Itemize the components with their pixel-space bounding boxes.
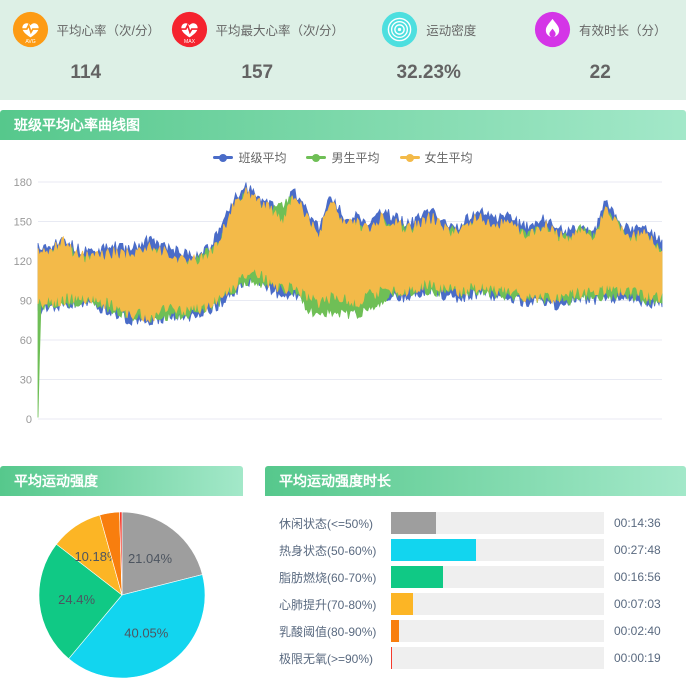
stat-card-avg-heart-rate: AVG 平均心率（次/分） 114	[0, 0, 172, 100]
intensity-duration-panel: 平均运动强度时长 休闲状态(<=50%) 00:14:36 热身状态(50-60…	[265, 466, 686, 695]
row-label: 乳酸阈值(80-90%)	[279, 624, 377, 639]
legend-item-boys-average[interactable]: 男生平均	[306, 149, 380, 166]
chart-legend: 班级平均 男生平均 女生平均	[0, 140, 686, 166]
legend-line-dot-icon	[213, 153, 234, 162]
row-label: 休闲状态(<=50%)	[279, 516, 374, 531]
stat-label: 平均最大心率（次/分）	[215, 23, 344, 38]
svg-text:120: 120	[14, 256, 32, 268]
stat-card-exercise-density: 运动密度 32.23%	[343, 0, 515, 100]
density-icon	[382, 11, 418, 47]
bar-fill	[391, 539, 477, 561]
row-time: 00:16:56	[614, 570, 661, 584]
intensity-row: 乳酸阈值(80-90%) 00:02:40	[279, 620, 672, 642]
intensity-row: 心肺提升(70-80%) 00:07:03	[279, 593, 672, 615]
row-label: 心肺提升(70-80%)	[279, 597, 377, 612]
stat-label: 有效时长（分）	[578, 23, 667, 38]
heart-rate-panel-title: 班级平均心率曲线图	[0, 110, 686, 140]
row-label: 脂肪燃烧(60-70%)	[279, 570, 377, 585]
bar-fill	[391, 593, 413, 615]
row-time: 00:27:48	[614, 543, 661, 557]
svg-text:10.18%: 10.18%	[74, 549, 119, 564]
row-label: 热身状态(50-60%)	[279, 543, 377, 558]
intensity-row: 休闲状态(<=50%) 00:14:36	[279, 512, 672, 534]
stat-label: 运动密度	[426, 23, 477, 38]
intensity-duration-list: 休闲状态(<=50%) 00:14:36 热身状态(50-60%) 00:27:…	[265, 496, 686, 669]
svg-text:180: 180	[14, 177, 32, 189]
legend-item-class-average[interactable]: 班级平均	[213, 149, 286, 166]
bar-track	[391, 593, 604, 615]
heart-rate-panel: 班级平均心率曲线图 班级平均 男生平均 女生平均 0 30 60 90 120 150 18…	[0, 110, 686, 446]
legend-label: 男生平均	[331, 151, 380, 165]
stats-band: AVG 平均心率（次/分） 114 MAX 平均最大心率（次/分） 157	[0, 0, 686, 100]
heart-rate-chart: 0 30 60 90 120 150 180	[14, 177, 663, 426]
legend-item-girls-average[interactable]: 女生平均	[399, 149, 473, 166]
row-time: 00:14:36	[614, 516, 661, 530]
stat-card-max-heart-rate: MAX 平均最大心率（次/分） 157	[171, 0, 344, 100]
legend-label: 班级平均	[238, 151, 287, 165]
svg-text:30: 30	[20, 375, 32, 387]
bar-fill	[391, 512, 436, 534]
bar-fill	[391, 647, 392, 669]
legend-line-dot-icon	[306, 153, 327, 162]
svg-text:60: 60	[20, 335, 32, 347]
stat-value: 114	[70, 62, 102, 83]
stat-label: 平均心率（次/分）	[56, 23, 160, 38]
bar-track	[391, 647, 604, 669]
row-time: 00:02:40	[614, 624, 661, 638]
svg-text:21.04%: 21.04%	[128, 551, 173, 566]
stat-value: 22	[589, 62, 611, 83]
stat-value: 157	[241, 62, 274, 83]
bar-fill	[391, 566, 443, 588]
intensity-row: 脂肪燃烧(60-70%) 00:16:56	[279, 566, 672, 588]
bar-track	[391, 539, 604, 561]
bar-track	[391, 566, 604, 588]
heart-max-icon: MAX	[171, 11, 207, 47]
intensity-pie-chart: 21.04% 40.05% 24.4% 10.18%	[38, 511, 206, 679]
row-time: 00:00:19	[614, 651, 661, 665]
svg-text:24.4%: 24.4%	[58, 592, 95, 607]
intensity-duration-title: 平均运动强度时长	[265, 466, 686, 496]
intensity-pie-panel: 平均运动强度 21.04% 40.05% 24.4% 10.18%	[0, 466, 243, 695]
legend-label: 女生平均	[424, 151, 473, 165]
svg-text:40.05%: 40.05%	[124, 626, 169, 641]
svg-text:MAX: MAX	[184, 38, 196, 44]
heart-avg-icon: AVG	[12, 11, 48, 47]
intensity-pie-title: 平均运动强度	[0, 466, 243, 496]
intensity-row: 极限无氧(>=90%) 00:00:19	[279, 647, 672, 669]
bar-track	[391, 512, 604, 534]
intensity-row: 热身状态(50-60%) 00:27:48	[279, 539, 672, 561]
svg-text:90: 90	[20, 296, 32, 308]
legend-line-dot-icon	[399, 153, 420, 162]
flame-icon	[534, 11, 571, 47]
stat-value: 32.23%	[396, 62, 461, 83]
bar-track	[391, 620, 604, 642]
row-label: 极限无氧(>=90%)	[279, 651, 374, 666]
stat-card-effective-duration: 有效时长（分） 22	[515, 0, 686, 100]
row-time: 00:07:03	[614, 597, 661, 611]
svg-text:150: 150	[14, 217, 32, 229]
svg-text:0: 0	[26, 414, 32, 426]
bar-fill	[391, 620, 400, 642]
svg-text:AVG: AVG	[25, 38, 35, 44]
